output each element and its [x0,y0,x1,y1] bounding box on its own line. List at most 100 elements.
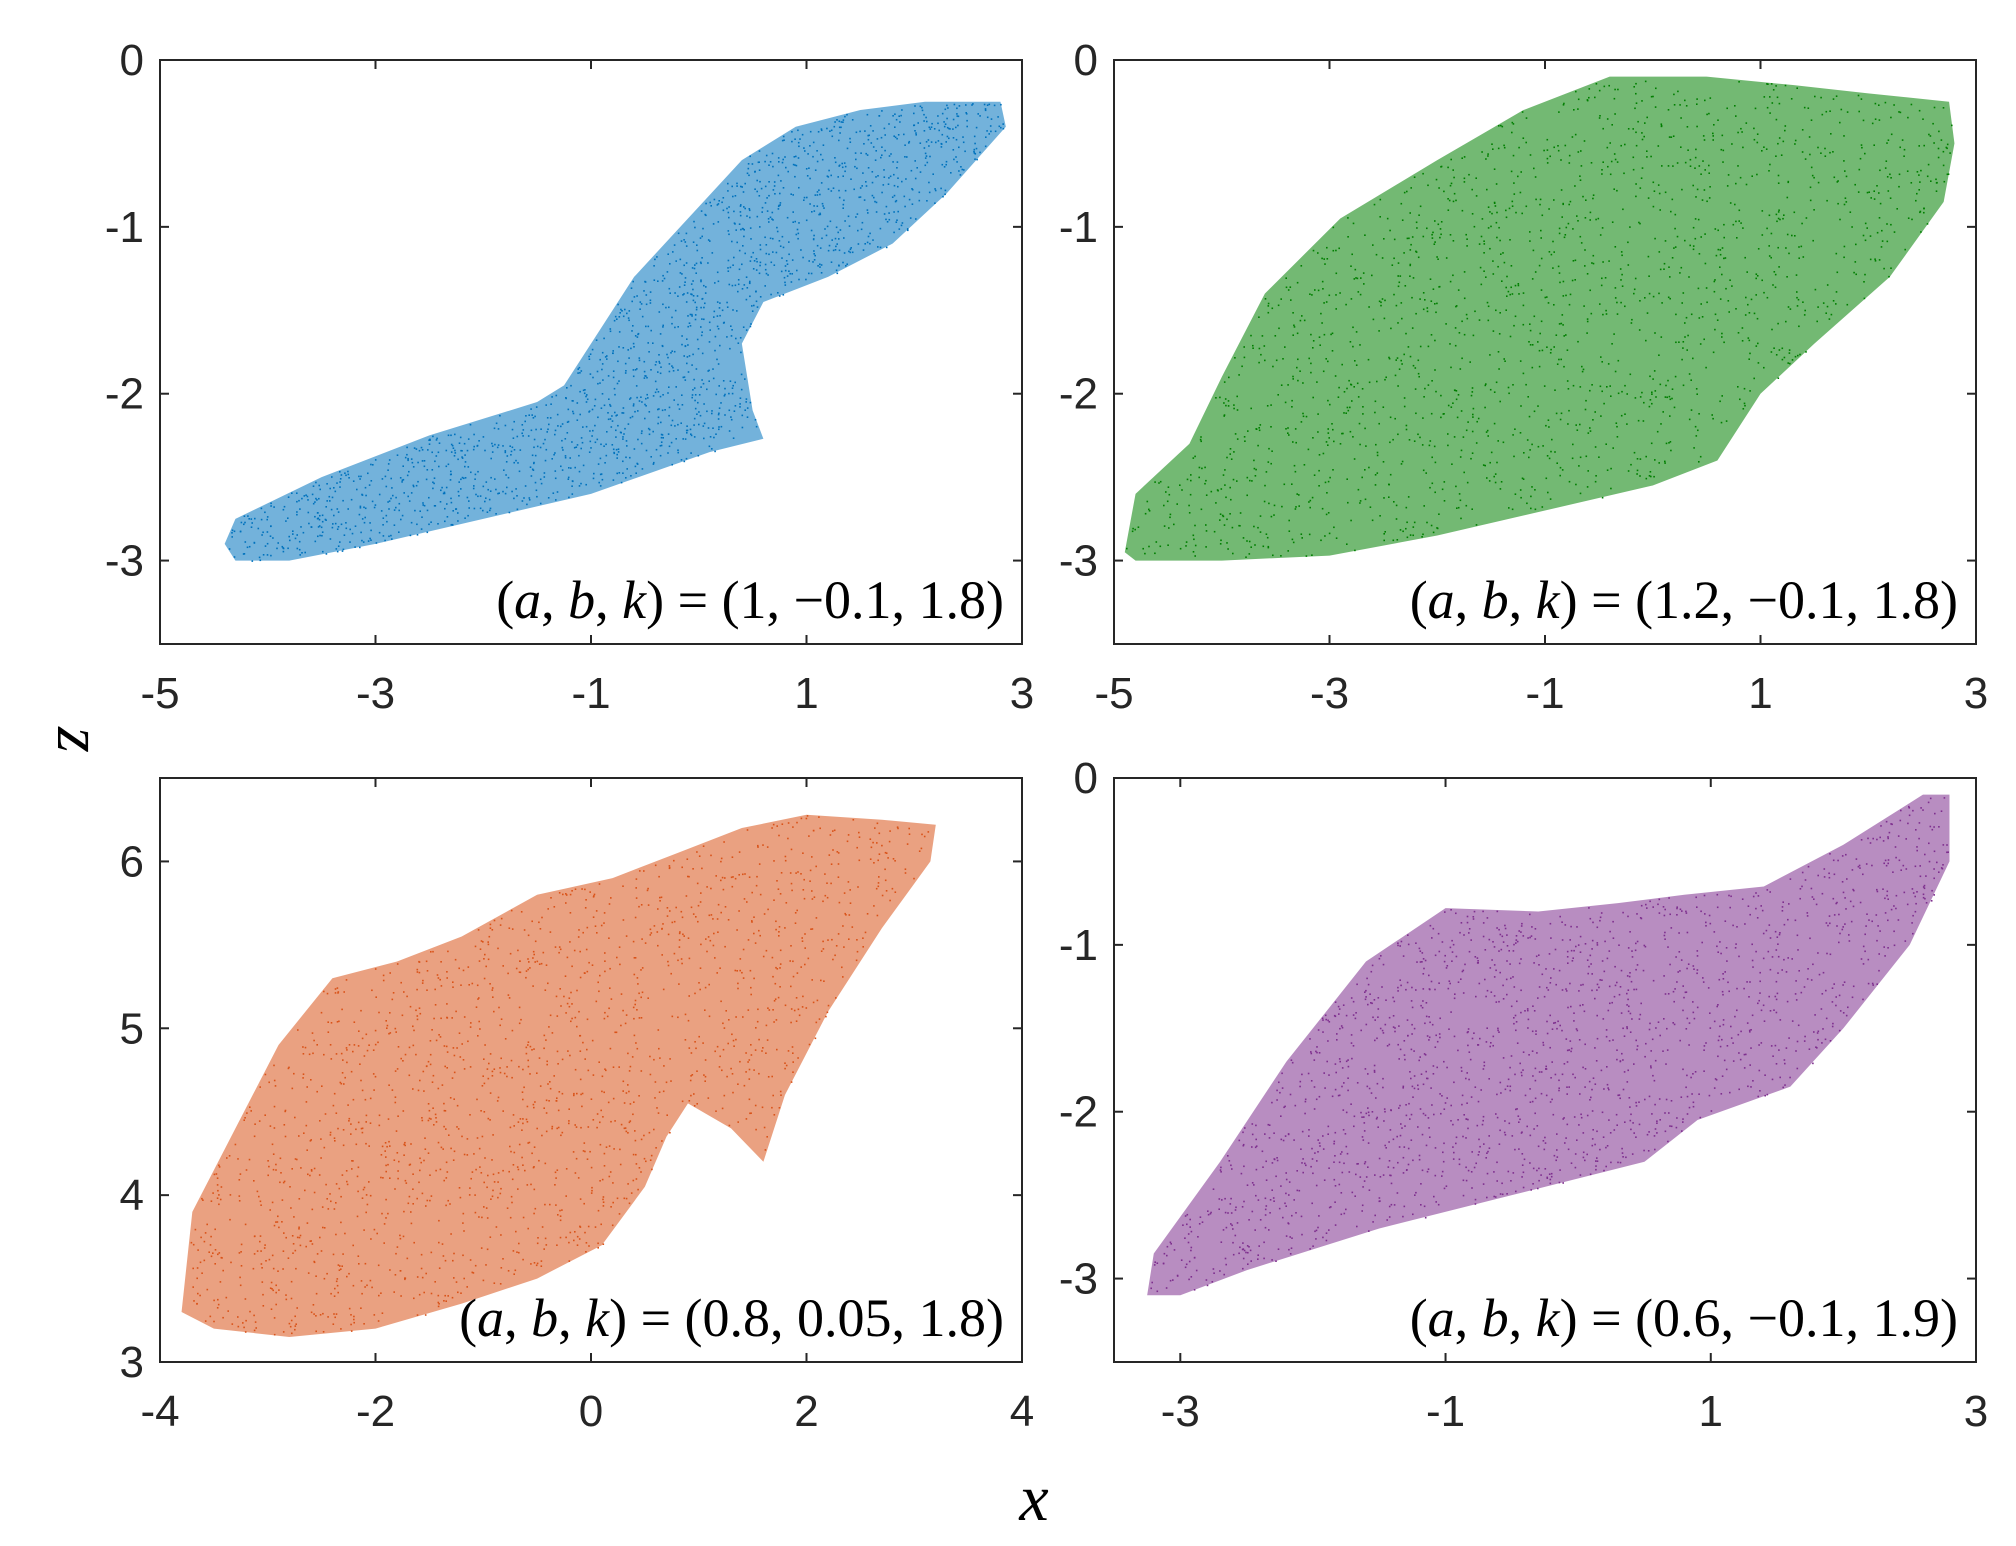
scatter-point [1459,368,1462,370]
scatter-point [821,158,824,161]
scatter-point [623,1102,626,1104]
scatter-point [683,293,685,295]
scatter-point [714,282,716,284]
scatter-point [359,478,361,480]
scatter-point [1472,407,1475,410]
scatter-point [631,330,633,332]
scatter-point [1742,227,1744,229]
scatter-point [212,1252,214,1254]
scatter-point [744,378,746,380]
scatter-point [756,190,758,193]
scatter-point [1721,247,1724,249]
scatter-point [952,137,955,139]
scatter-point [460,488,462,490]
scatter-point [1740,222,1742,224]
scatter-point [1574,185,1576,187]
scatter-point [326,992,329,995]
scatter-point [438,1034,440,1036]
scatter-point [1817,181,1820,184]
scatter-point [813,250,815,252]
scatter-point [1772,284,1774,286]
scatter-point [469,1114,471,1116]
scatter-point [310,1240,312,1242]
scatter-point [482,941,484,943]
scatter-point [1704,99,1706,102]
scatter-point [536,445,539,448]
scatter-point [1789,308,1792,310]
scatter-point [842,925,844,927]
scatter-point [681,394,683,396]
scatter-point [532,950,535,953]
scatter-point [733,210,735,213]
scatter-point [1270,515,1273,518]
scatter-point [660,366,662,368]
scatter-point [404,1053,407,1056]
scatter-point [1267,461,1270,463]
scatter-point [813,205,815,207]
scatter-point [402,478,405,481]
scatter-point [1658,251,1661,253]
scatter-point [194,1228,197,1231]
scatter-point [554,452,556,454]
scatter-point [415,448,418,450]
scatter-point [497,947,499,950]
scatter-point [1791,359,1794,361]
scatter-point [746,172,749,175]
scatter-point [874,827,876,829]
scatter-point [820,272,823,274]
scatter-point [609,405,612,407]
scatter-point [830,174,832,177]
scatter-point [1430,334,1433,336]
scatter-point [1393,293,1395,296]
scatter-point [1280,384,1283,386]
scatter-point [363,1186,366,1189]
scatter-point [616,453,618,456]
scatter-point [1205,479,1207,482]
scatter-point [1397,262,1400,264]
scatter-point [1397,385,1399,387]
scatter-point [402,1110,405,1112]
scatter-point [320,1011,323,1014]
scatter-point [716,204,719,206]
scatter-point [1434,461,1437,464]
scatter-point [672,370,675,372]
scatter-point [1470,457,1472,460]
scatter-point [1586,320,1589,323]
scatter-point [1434,491,1436,494]
scatter-point [561,1092,564,1095]
scatter-point [718,428,720,431]
scatter-point [503,1072,506,1075]
scatter-point [1493,202,1496,204]
scatter-point [1529,154,1532,156]
scatter-point [415,1009,417,1012]
scatter-point [612,1182,614,1184]
scatter-point [1530,507,1532,510]
scatter-point [632,405,635,407]
scatter-point [940,143,943,145]
scatter-point [1659,209,1661,211]
scatter-point [1671,397,1673,400]
scatter-point [1285,277,1287,279]
scatter-point [533,446,535,449]
scatter-point [1371,274,1373,277]
scatter-point [671,463,673,466]
scatter-point [322,550,324,553]
scatter-point [661,280,664,282]
scatter-point [1599,303,1601,305]
scatter-point [387,1118,390,1120]
scatter-point [467,514,469,517]
scatter-point [660,421,662,424]
scatter-point [1351,400,1353,402]
scatter-point [822,144,825,146]
scatter-point [585,401,588,403]
scatter-point [363,1055,366,1057]
scatter-point [445,1204,447,1207]
scatter-point [943,166,946,168]
scatter-point [535,428,537,431]
scatter-point [1412,534,1414,537]
scatter-point [1662,411,1664,413]
scatter-point [817,265,819,267]
scatter-point [797,232,800,235]
scatter-point [412,1044,415,1047]
scatter-point [567,420,570,423]
